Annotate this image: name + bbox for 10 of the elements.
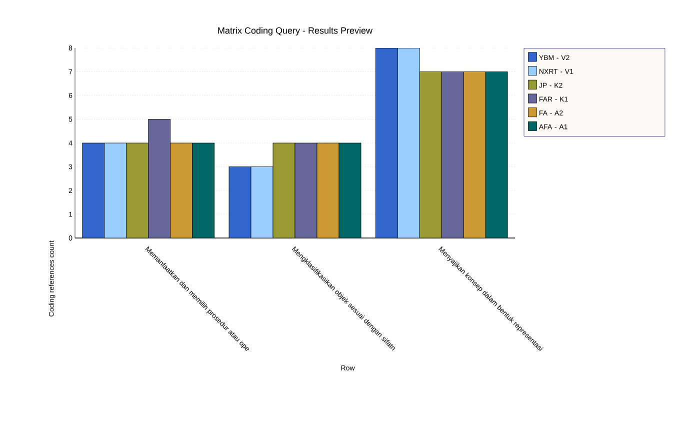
bar [441,72,464,238]
bar [170,142,193,238]
chart-title: Matrix Coding Query - Results Preview [218,27,373,36]
bar [375,48,398,238]
bar [316,142,340,238]
bar [228,166,252,238]
bar [82,142,105,238]
bar [148,119,171,238]
bar [463,72,486,238]
bar [294,142,318,238]
